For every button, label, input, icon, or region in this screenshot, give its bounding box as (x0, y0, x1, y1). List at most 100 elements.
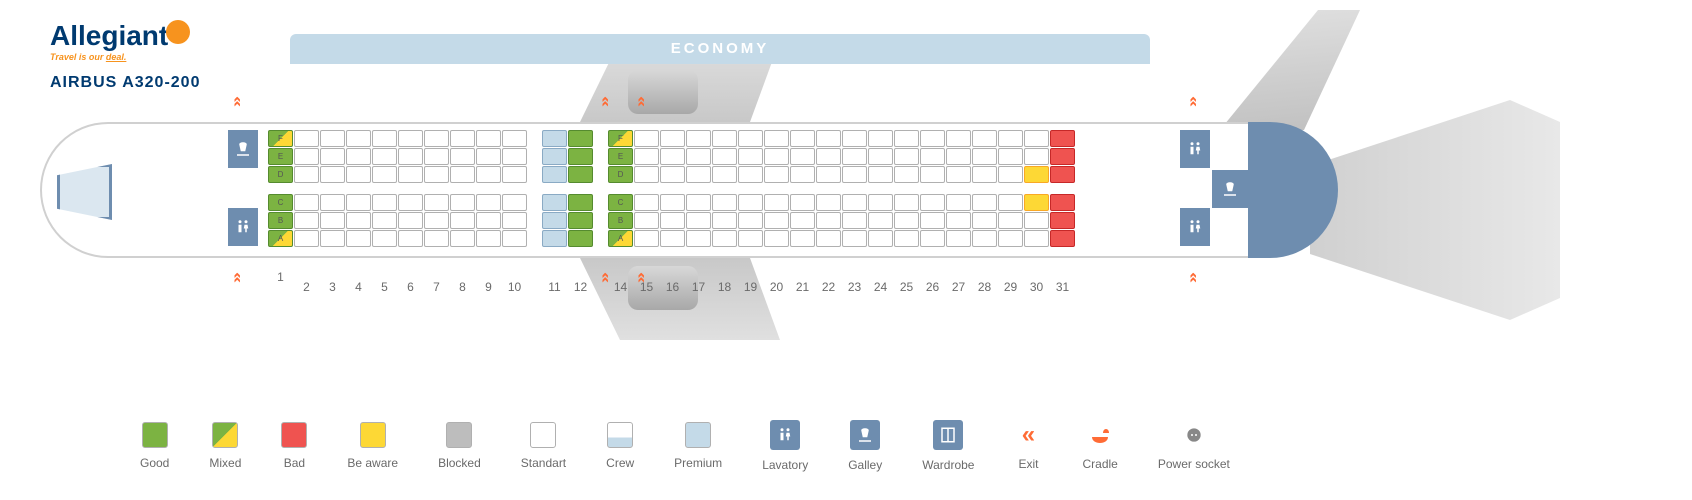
seat[interactable] (634, 130, 659, 147)
seat[interactable] (634, 148, 659, 165)
seat[interactable] (816, 212, 841, 229)
seat[interactable] (398, 230, 423, 247)
seat[interactable] (1024, 166, 1049, 183)
seat[interactable]: E (608, 148, 633, 165)
seat[interactable] (998, 148, 1023, 165)
seat[interactable] (686, 212, 711, 229)
seat[interactable] (372, 130, 397, 147)
seat[interactable] (1024, 194, 1049, 211)
seat[interactable] (476, 130, 501, 147)
seat[interactable] (542, 212, 567, 229)
seat[interactable] (738, 194, 763, 211)
seat[interactable] (1050, 212, 1075, 229)
seat[interactable] (372, 212, 397, 229)
seat[interactable]: B (268, 212, 293, 229)
seat[interactable]: C (608, 194, 633, 211)
seat[interactable] (1050, 194, 1075, 211)
seat[interactable] (634, 166, 659, 183)
seat[interactable] (816, 194, 841, 211)
seat[interactable] (868, 212, 893, 229)
seat[interactable] (946, 130, 971, 147)
seat[interactable] (946, 166, 971, 183)
seat[interactable] (424, 166, 449, 183)
seat[interactable] (686, 230, 711, 247)
seat[interactable] (372, 148, 397, 165)
seat[interactable] (542, 148, 567, 165)
seat[interactable] (920, 212, 945, 229)
seat[interactable] (946, 148, 971, 165)
seat[interactable] (946, 212, 971, 229)
seat[interactable] (920, 166, 945, 183)
seat[interactable] (476, 148, 501, 165)
seat[interactable] (320, 194, 345, 211)
seat[interactable] (1050, 166, 1075, 183)
seat[interactable] (398, 130, 423, 147)
seat[interactable]: E (268, 148, 293, 165)
seat[interactable] (1050, 130, 1075, 147)
seat[interactable]: D (268, 166, 293, 183)
seat[interactable] (1050, 148, 1075, 165)
seat[interactable] (686, 166, 711, 183)
seat[interactable] (450, 130, 475, 147)
seat[interactable] (346, 166, 371, 183)
seat[interactable] (790, 194, 815, 211)
seat[interactable] (502, 148, 527, 165)
seat[interactable] (502, 130, 527, 147)
seat[interactable] (920, 130, 945, 147)
seat[interactable] (450, 230, 475, 247)
seat[interactable] (712, 212, 737, 229)
seat[interactable] (712, 148, 737, 165)
seat[interactable] (998, 212, 1023, 229)
seat[interactable] (634, 212, 659, 229)
seat[interactable] (568, 230, 593, 247)
seat[interactable] (816, 148, 841, 165)
seat[interactable] (372, 230, 397, 247)
seat[interactable] (398, 212, 423, 229)
seat[interactable] (294, 148, 319, 165)
seat[interactable] (686, 194, 711, 211)
seat[interactable] (450, 166, 475, 183)
seat[interactable] (568, 130, 593, 147)
seat[interactable] (568, 148, 593, 165)
seat[interactable] (424, 230, 449, 247)
seat[interactable] (972, 212, 997, 229)
seat[interactable]: A (268, 230, 293, 247)
seat[interactable] (868, 194, 893, 211)
seat[interactable] (894, 212, 919, 229)
seat[interactable] (294, 166, 319, 183)
seat[interactable] (424, 130, 449, 147)
seat[interactable]: C (268, 194, 293, 211)
seat[interactable] (542, 130, 567, 147)
seat[interactable] (346, 230, 371, 247)
seat[interactable] (476, 194, 501, 211)
seat[interactable] (568, 212, 593, 229)
seat[interactable] (894, 130, 919, 147)
seat[interactable] (738, 212, 763, 229)
seat[interactable] (398, 148, 423, 165)
seat[interactable] (738, 230, 763, 247)
seat[interactable] (502, 194, 527, 211)
seat[interactable] (764, 130, 789, 147)
seat[interactable] (424, 212, 449, 229)
seat[interactable] (842, 230, 867, 247)
seat[interactable] (790, 212, 815, 229)
seat[interactable] (634, 194, 659, 211)
seat[interactable] (790, 230, 815, 247)
seat[interactable] (868, 130, 893, 147)
seat[interactable] (294, 194, 319, 211)
seat[interactable] (972, 194, 997, 211)
seat[interactable]: F (268, 130, 293, 147)
seat[interactable] (320, 230, 345, 247)
seat[interactable] (894, 148, 919, 165)
seat[interactable] (372, 166, 397, 183)
seat[interactable]: A (608, 230, 633, 247)
seat[interactable] (346, 130, 371, 147)
seat[interactable] (764, 148, 789, 165)
seat[interactable] (502, 166, 527, 183)
seat[interactable] (712, 194, 737, 211)
seat[interactable] (894, 194, 919, 211)
seat[interactable] (764, 212, 789, 229)
seat[interactable] (946, 194, 971, 211)
seat[interactable] (816, 130, 841, 147)
seat[interactable] (920, 230, 945, 247)
